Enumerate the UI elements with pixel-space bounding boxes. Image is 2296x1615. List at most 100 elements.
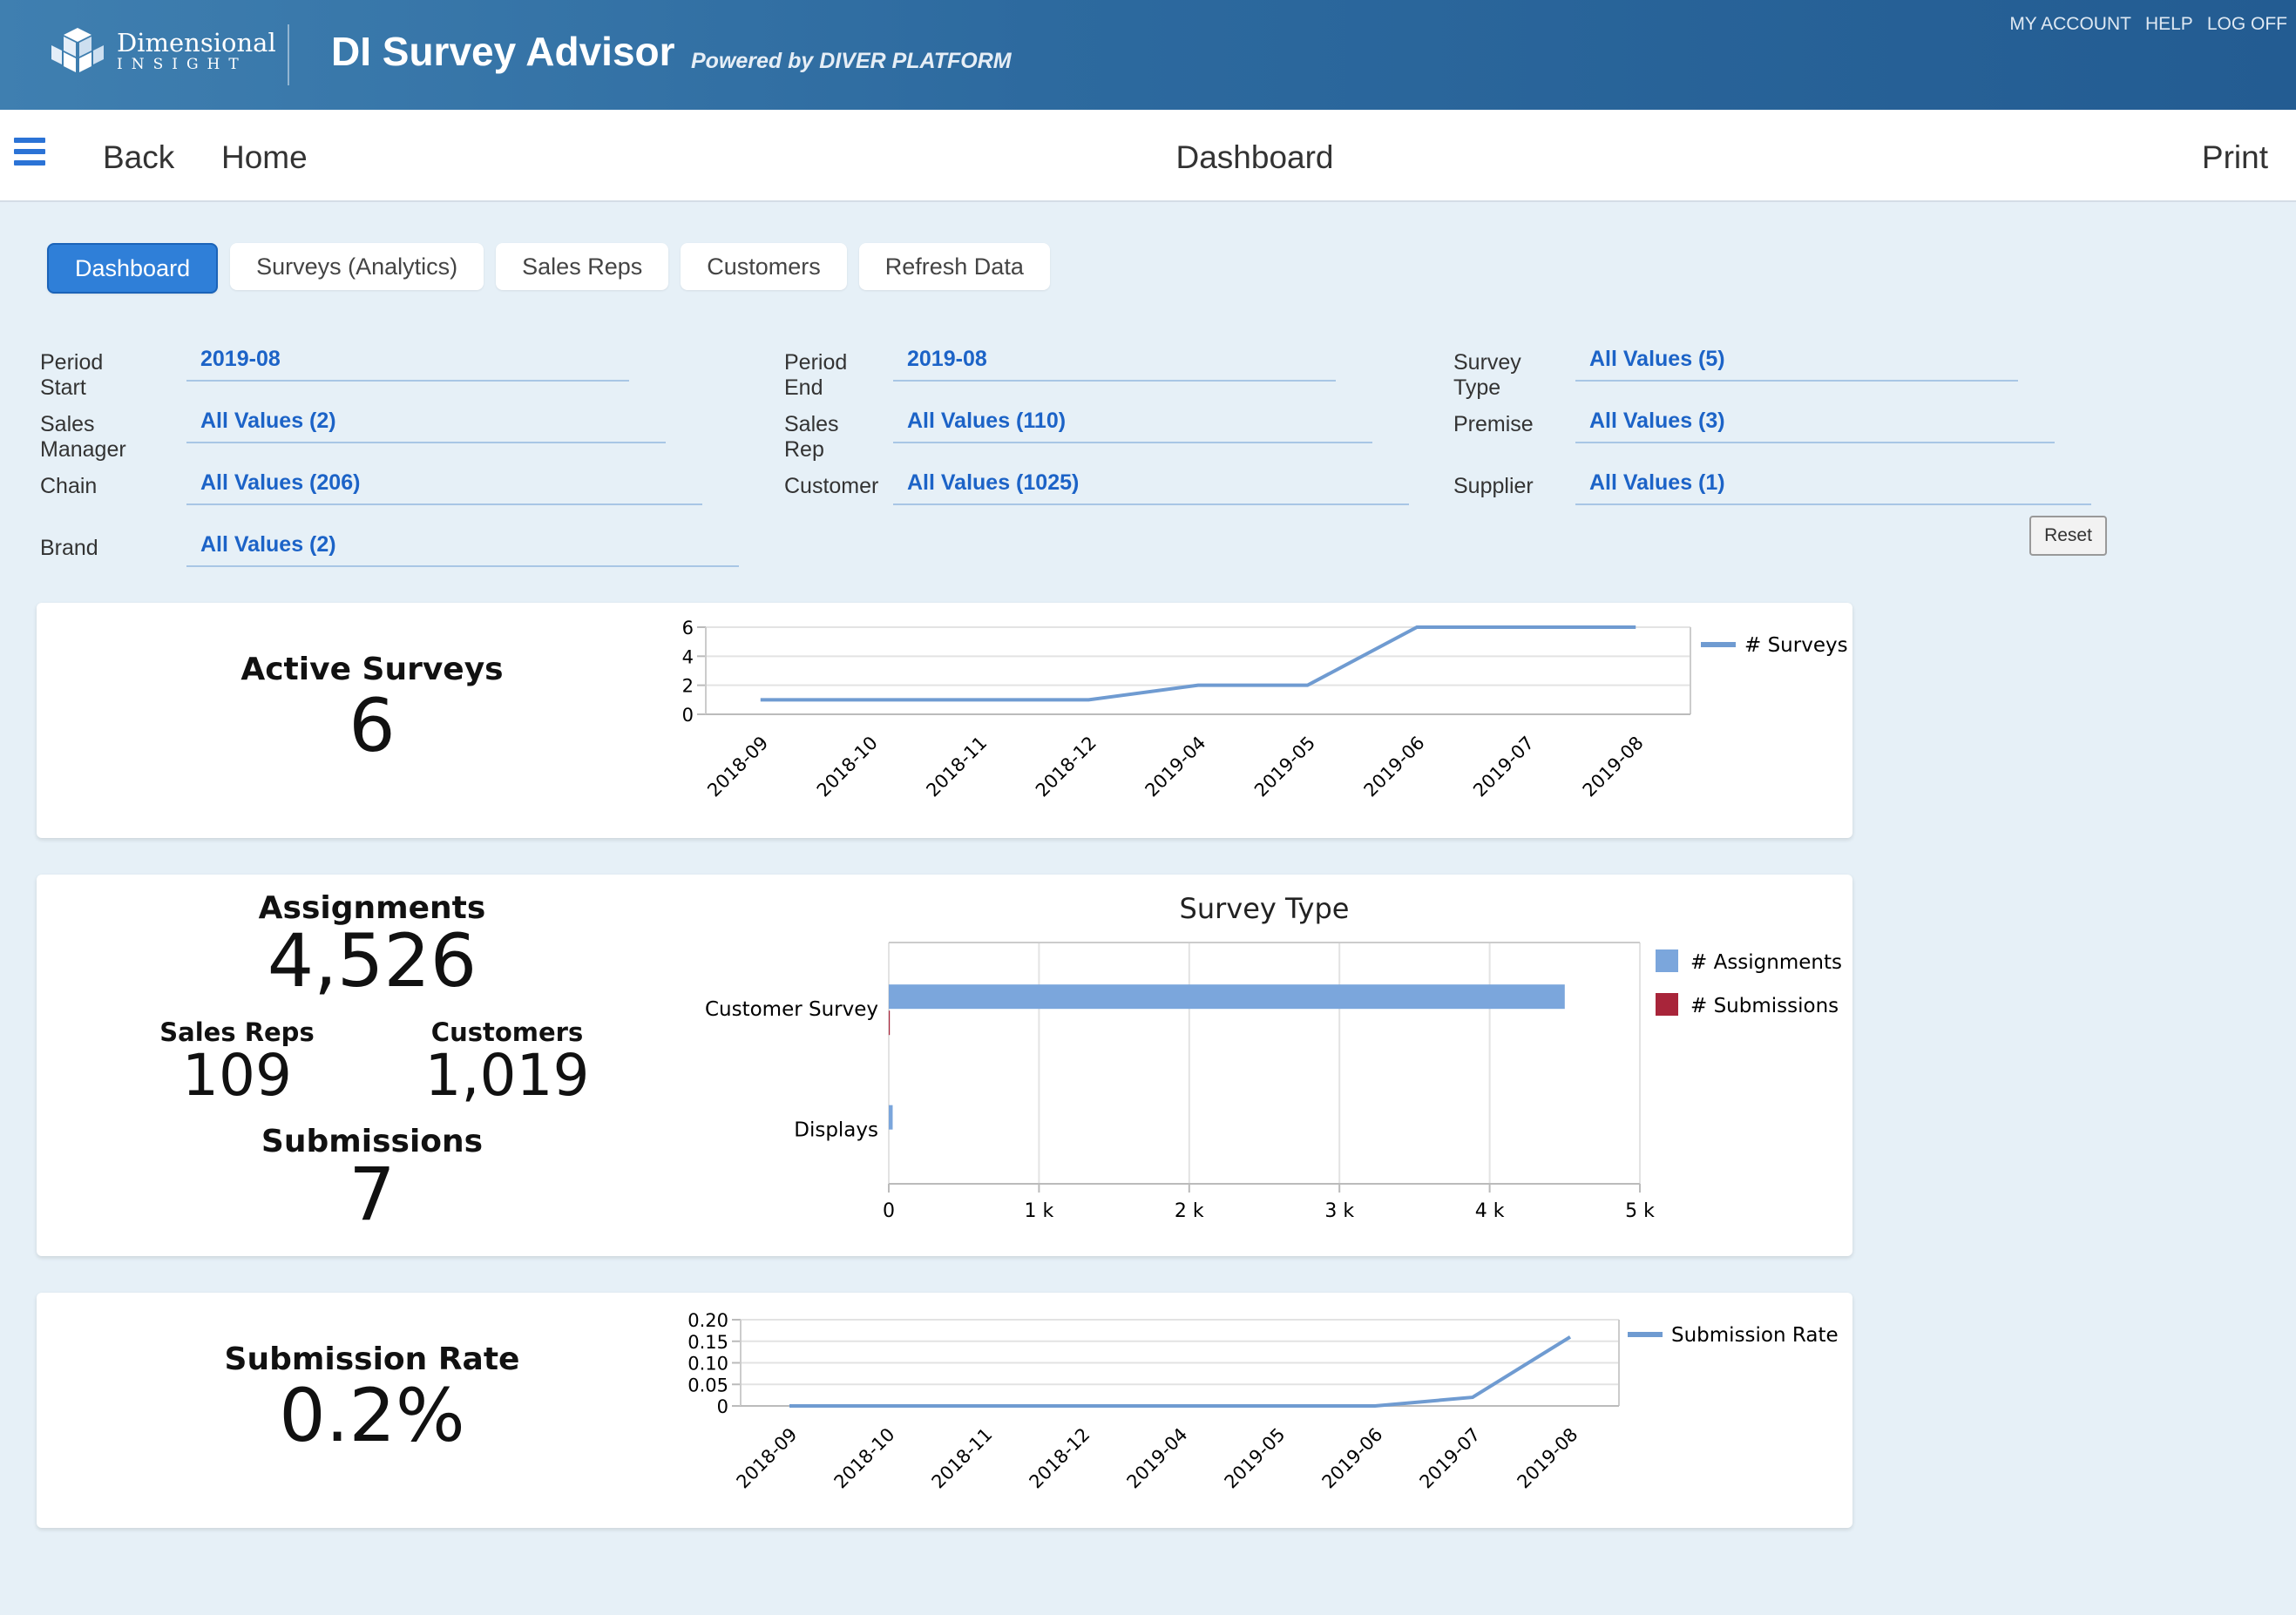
y-category-label: Customer Survey	[705, 998, 878, 1021]
app-subtitle: Powered by DIVER PLATFORM	[691, 49, 1012, 73]
assignments-card: Assignments 4,526 Sales Reps 109 Custome…	[37, 875, 1852, 1256]
tab-dashboard[interactable]: Dashboard	[47, 243, 219, 294]
x-tick-label: 3 k	[1324, 1200, 1354, 1222]
y-tick-label: 0.10	[687, 1354, 728, 1375]
active-surveys-card: Active Surveys 6 0 2 4 6 2018-09 2018-10 2018-…	[37, 603, 1852, 838]
submissions-value: 7	[349, 1152, 396, 1237]
active-surveys-label: Active Surveys	[240, 652, 504, 687]
x-tick-label: 2018-09	[703, 733, 772, 801]
x-tick-label: 2019-07	[1469, 733, 1538, 801]
tab-sales-reps[interactable]: Sales Reps	[496, 243, 669, 290]
legend-label: Submission Rate	[1671, 1324, 1839, 1347]
app-header: Dimensional INSIGHT DI Survey Advisor Po…	[0, 0, 2296, 110]
filter-survey-type[interactable]: All Values (5)	[1575, 347, 2018, 382]
page-title: Dashboard	[1175, 139, 1334, 175]
filter-period-end[interactable]: 2019-08	[893, 347, 1336, 382]
submission-rate-line-chart: 00.050.100.150.20 2018-09 2018-10 2018-11 20…	[687, 1310, 1839, 1493]
x-tick-label: 2 k	[1175, 1200, 1204, 1222]
filter-sales-manager[interactable]: All Values (2)	[186, 409, 666, 443]
x-tick-label: 2019-07	[1416, 1424, 1485, 1493]
y-tick-label: 4	[682, 646, 694, 667]
filter-sales-rep[interactable]: All Values (110)	[893, 409, 1372, 443]
filter-label-supplier: Supplier	[1453, 474, 1534, 498]
y-tick-label: 0.20	[687, 1310, 728, 1331]
submission-rate-value: 0.2%	[279, 1373, 465, 1458]
tab-customers[interactable]: Customers	[681, 243, 847, 290]
tab-refresh-data[interactable]: Refresh Data	[858, 243, 1050, 290]
bar	[889, 1010, 891, 1036]
cube-logo-icon	[51, 28, 104, 72]
x-tick-label: 2019-08	[1514, 1424, 1582, 1493]
back-link[interactable]: Back	[103, 139, 175, 175]
y-tick-label: 0	[682, 705, 694, 726]
x-tick-label: 2018-10	[813, 733, 882, 801]
chart-title: Survey Type	[1180, 892, 1350, 925]
sales-reps-label: Sales Reps	[159, 1017, 315, 1047]
log-off-link[interactable]: LOG OFF	[2206, 14, 2287, 34]
assignments-value: 4,526	[267, 918, 477, 1003]
series-line	[760, 625, 1636, 702]
help-link[interactable]: HELP	[2144, 14, 2193, 34]
x-tick-label: 1 k	[1025, 1200, 1054, 1222]
x-tick-label: 0	[883, 1200, 895, 1222]
header-divider	[288, 24, 289, 85]
filter-chain[interactable]: All Values (206)	[186, 470, 702, 505]
active-surveys-value: 6	[349, 683, 396, 768]
submission-rate-label: Submission Rate	[224, 1341, 520, 1377]
x-tick-label: 2018-10	[830, 1424, 899, 1493]
customers-value: 1,019	[424, 1042, 590, 1109]
filter-brand[interactable]: All Values (2)	[186, 532, 739, 567]
tab-surveys-analytics[interactable]: Surveys (Analytics)	[230, 243, 484, 290]
legend-label: # Surveys	[1744, 634, 1847, 657]
survey-type-bar-chart: Survey Type 0 1 k 2 k 3 k 4 k 5 k Customer Surv…	[705, 892, 1842, 1222]
filter-customer[interactable]: All Values (1025)	[893, 470, 1409, 505]
assignments-label: Assignments	[258, 890, 486, 926]
filter-label-survey-type: Survey Type	[1453, 350, 1521, 400]
x-tick-label: 4 k	[1475, 1200, 1505, 1222]
legend-label: # Assignments	[1690, 951, 1842, 974]
hamburger-icon[interactable]	[14, 138, 45, 166]
legend-swatch	[1656, 949, 1678, 972]
surveys-line-chart: 0 2 4 6 2018-09 2018-10 2018-11 2018-12 2019-04 2…	[682, 618, 1847, 801]
x-tick-label: 2019-04	[1123, 1424, 1192, 1493]
x-tick-label: 5 k	[1625, 1200, 1655, 1222]
x-tick-label: 2019-06	[1318, 1424, 1387, 1493]
logo-line-1: Dimensional	[117, 28, 276, 57]
filter-label-premise: Premise	[1453, 412, 1534, 436]
x-tick-label: 2019-04	[1141, 733, 1210, 801]
x-tick-label: 2019-08	[1579, 733, 1648, 801]
filter-label-sales-manager: Sales Manager	[40, 412, 126, 462]
filter-period-start[interactable]: 2019-08	[186, 347, 629, 382]
x-tick-label: 2018-11	[922, 733, 991, 801]
y-tick-label: 0.05	[687, 1375, 728, 1395]
filter-label-chain: Chain	[40, 474, 98, 498]
print-link[interactable]: Print	[2201, 139, 2268, 175]
bar	[889, 984, 1565, 1010]
x-tick-label: 2018-12	[1032, 733, 1101, 801]
filter-label-customer: Customer	[784, 474, 879, 498]
x-tick-label: 2019-05	[1221, 1424, 1290, 1493]
filter-label-sales-rep: Sales Rep	[784, 412, 839, 462]
company-logo[interactable]: Dimensional INSIGHT	[51, 26, 276, 75]
legend-label: # Submissions	[1690, 995, 1839, 1017]
y-tick-label: 0	[717, 1396, 728, 1417]
legend-swatch	[1656, 993, 1678, 1016]
home-link[interactable]: Home	[221, 139, 308, 175]
filter-label-period-end: Period End	[784, 350, 848, 400]
x-tick-label: 2019-05	[1250, 733, 1319, 801]
y-tick-label: 6	[682, 618, 694, 639]
submission-rate-card: Submission Rate 0.2% 0 0.05 0.10 0.15 0.20 20…	[37, 1293, 1852, 1528]
my-account-link[interactable]: MY ACCOUNT	[2009, 14, 2131, 34]
account-links: MY ACCOUNT HELP LOG OFF	[2009, 14, 2287, 35]
bar	[889, 1105, 893, 1130]
filter-supplier[interactable]: All Values (1)	[1575, 470, 2091, 505]
app-title: DI Survey Advisor	[331, 29, 675, 74]
x-tick-label: 2019-06	[1360, 733, 1429, 801]
x-tick-label: 2018-12	[1026, 1424, 1094, 1493]
reset-button[interactable]: Reset	[2029, 516, 2107, 556]
x-tick-label: 2018-11	[928, 1424, 997, 1493]
logo-line-2: INSIGHT	[117, 56, 247, 73]
filter-premise[interactable]: All Values (3)	[1575, 409, 2055, 443]
submissions-label: Submissions	[261, 1124, 484, 1159]
filter-label-brand: Brand	[40, 536, 98, 560]
